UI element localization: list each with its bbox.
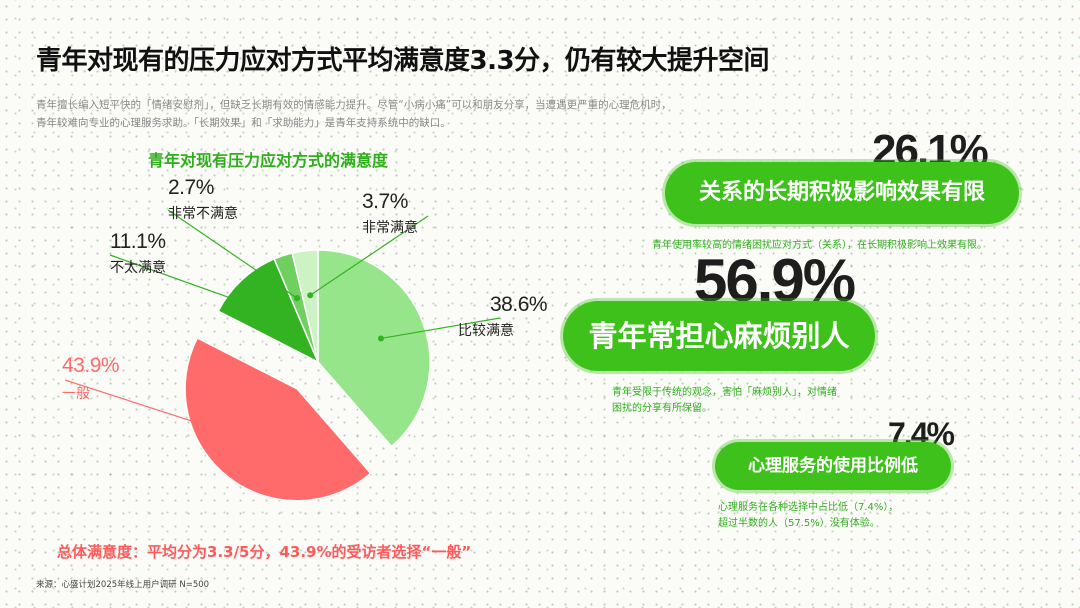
insight-2-caption-line-2: 困扰的分享有所保留。 [612,403,712,414]
slice-category-label-5: 非常满意 [362,219,418,236]
leader-line-2 [64,379,256,443]
insight-3-caption-line-1: 心理服务在各种选择中占比低（7.4%）， [718,502,899,513]
pie-slice-5 [291,249,319,363]
insight-2-caption-line-1: 青年受限于传统的观念，害怕「麻烦别人」，对情绪 [612,387,837,398]
leader-line-4 [167,209,298,299]
slice-percent-label-1: 38.6% [490,293,547,316]
leader-line-5 [309,215,429,296]
insight-3-caption-line-2: 超过半数的人（57.5%）没有体验。 [718,518,880,529]
slice-category-label-2: 一般 [62,386,90,402]
slice-category-label-1: 比较满意 [458,322,514,339]
source-note: 来源：心盛计划2025年线上用户调研 N=500 [36,580,210,590]
leader-line-1 [380,317,501,340]
leader-line-3 [109,254,273,314]
insight-2-number: 56.9% [694,247,856,314]
slice-percent-label-2: 43.9% [62,354,119,377]
insight-3-caption: 心理服务在各种选择中占比低（7.4%）， 超过半数的人（57.5%）没有体验。 [718,500,898,532]
insight-3-badge: 心理服务的使用比例低 [718,445,948,487]
slice-percent-label-3: 11.1% [110,230,166,253]
insight-2-badge: 青年常担心麻烦别人 [566,304,872,368]
slice-percent-label-5: 3.7% [362,190,408,213]
insight-1-badge: 关系的长期积极影响效果有限 [668,165,1016,221]
slice-category-label-3: 不太满意 [110,259,166,276]
summary-text: 总体满意度：平均分为3.3/5分，43.9%的受访者选择“一般” [57,543,472,561]
intro-paragraph: 青年擅长编入短平快的「情绪安慰剂」，但缺乏长期有效的情感能力提升。尽管“小病小痛… [36,99,672,129]
slice-category-label-4: 非常不满意 [168,205,238,222]
pie-slice-1 [317,249,431,448]
insight-1-caption: 青年使用率较高的情绪困扰应对方式（关系），在长期积极影响上效果有限。 [652,240,987,251]
insight-2-caption: 青年受限于传统的观念，害怕「麻烦别人」，对情绪 困扰的分享有所保留。 [612,385,837,417]
page-title: 青年对现有的压力应对方式平均满意度3.3分，仍有较大提升空间 [36,46,770,76]
chart-title: 青年对现有压力应对方式的满意度 [148,151,389,170]
pie-slice-3 [217,257,320,364]
slice-percent-label-4: 2.7% [168,176,214,199]
pie-slice-2 [184,336,372,502]
